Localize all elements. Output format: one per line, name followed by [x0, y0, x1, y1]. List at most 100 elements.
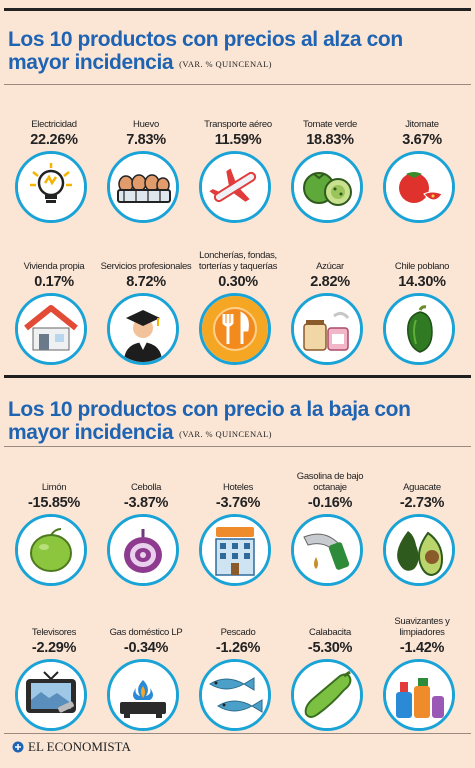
tomato-icon	[386, 154, 452, 220]
sugar-jars-icon	[294, 296, 360, 362]
product-icon-badge	[291, 514, 363, 586]
section-1-subtitle: (VAR. % QUINCENAL)	[179, 59, 272, 69]
product-name: Vivienda propia	[23, 261, 85, 272]
product-icon-badge	[383, 293, 455, 365]
product-variation: 2.82%	[310, 274, 350, 290]
product-variation: 3.67%	[402, 132, 442, 148]
product-icon-badge	[15, 293, 87, 365]
fuel-nozzle-icon	[294, 517, 360, 583]
section-1-title-text: Los 10 productos con precios al alza con…	[8, 28, 403, 74]
product-card: Tomate verde 18.83%	[283, 95, 377, 235]
product-icon-badge	[199, 659, 271, 731]
brand-mark-icon	[12, 741, 24, 753]
product-icon-badge	[107, 151, 179, 223]
zucchini-icon	[294, 662, 360, 728]
section-1-divider	[4, 84, 471, 85]
product-icon-badge	[15, 514, 87, 586]
product-icon-badge	[199, 293, 271, 365]
footer-divider	[4, 733, 471, 734]
gas-stove-icon	[110, 662, 176, 728]
product-name: Calabacita	[309, 627, 351, 638]
product-icon-badge	[15, 151, 87, 223]
product-name: Servicios profesionales	[100, 261, 192, 272]
product-card: Televisores -2.29%	[7, 603, 101, 743]
product-card: Transporte aéreo 11.59%	[191, 95, 285, 235]
airplane-icon	[202, 154, 268, 220]
lime-icon	[18, 517, 84, 583]
product-name: Suavizantes y limpiadores	[394, 616, 450, 638]
product-name: Azúcar	[316, 261, 344, 272]
product-card: Gas doméstico LP -0.34%	[99, 603, 193, 743]
product-card: Gasolina de bajo octanaje -0.16%	[283, 458, 377, 598]
product-name: Gas doméstico LP	[109, 627, 183, 638]
brand-name: EL ECONOMISTA	[28, 739, 131, 754]
product-variation: -3.76%	[215, 495, 261, 511]
product-icon-badge	[199, 151, 271, 223]
product-variation: 0.30%	[218, 274, 258, 290]
product-variation: 11.59%	[214, 132, 262, 148]
product-card: Loncherías, fondas, torterías y taquería…	[191, 237, 285, 377]
product-icon-badge	[107, 293, 179, 365]
product-card: Cebolla -3.87%	[99, 458, 193, 598]
product-variation: 14.30%	[398, 274, 446, 290]
section-2-title-text: Los 10 productos con precio a la baja co…	[8, 398, 411, 444]
product-icon-badge	[107, 514, 179, 586]
product-icon-badge	[15, 659, 87, 731]
product-name: Huevo	[133, 119, 159, 130]
product-card: Chile poblano 14.30%	[375, 237, 469, 377]
product-icon-badge	[383, 659, 455, 731]
product-name: Hoteles	[222, 482, 254, 493]
product-card: Vivienda propia 0.17%	[7, 237, 101, 377]
product-name: Cebolla	[130, 482, 162, 493]
product-icon-badge	[107, 659, 179, 731]
product-name: Pescado	[220, 627, 256, 638]
light-bulb-icon	[18, 154, 84, 220]
section-2-divider	[4, 446, 471, 447]
product-variation: -2.73%	[399, 495, 445, 511]
product-icon-badge	[383, 151, 455, 223]
product-variation: 0.17%	[34, 274, 74, 290]
egg-carton-icon	[110, 154, 176, 220]
product-variation: -0.34%	[123, 640, 169, 656]
product-icon-badge	[291, 659, 363, 731]
green-tomato-icon	[294, 154, 360, 220]
product-icon-badge	[383, 514, 455, 586]
product-variation: -15.85%	[28, 495, 80, 511]
product-card: Limón -15.85%	[7, 458, 101, 598]
product-icon-badge	[291, 293, 363, 365]
product-name: Tomate verde	[303, 119, 357, 130]
product-name: Loncherías, fondas, torterías y taquería…	[198, 250, 278, 272]
product-name: Transporte aéreo	[204, 119, 272, 130]
graduate-icon	[110, 296, 176, 362]
product-card: Huevo 7.83%	[99, 95, 193, 235]
product-card: Jitomate 3.67%	[375, 95, 469, 235]
cleaning-products-icon	[386, 662, 452, 728]
product-name: Aguacate	[403, 482, 441, 493]
house-icon	[18, 296, 84, 362]
product-variation: 22.26%	[30, 132, 78, 148]
product-variation: -0.16%	[307, 495, 353, 511]
product-card: Hoteles -3.76%	[191, 458, 285, 598]
product-name: Chile poblano	[394, 261, 450, 272]
fish-icon	[202, 662, 268, 728]
product-card: Calabacita -5.30%	[283, 603, 377, 743]
product-card: Suavizantes y limpiadores -1.42%	[375, 603, 469, 743]
product-card: Electricidad 22.26%	[7, 95, 101, 235]
product-name: Limón	[41, 482, 67, 493]
product-name: Gasolina de bajo octanaje	[296, 471, 364, 493]
product-variation: -2.29%	[31, 640, 77, 656]
section-divider	[4, 375, 471, 378]
product-variation: 8.72%	[126, 274, 166, 290]
product-card: Azúcar 2.82%	[283, 237, 377, 377]
plate-cutlery-icon	[202, 296, 268, 362]
onion-icon	[110, 517, 176, 583]
product-name: Electricidad	[31, 119, 77, 130]
section-2-subtitle: (VAR. % QUINCENAL)	[179, 429, 272, 439]
product-variation: -5.30%	[307, 640, 353, 656]
product-variation: 7.83%	[126, 132, 166, 148]
product-icon-badge	[291, 151, 363, 223]
television-icon	[18, 662, 84, 728]
chili-pepper-icon	[386, 296, 452, 362]
hotel-icon	[202, 517, 268, 583]
product-card: Aguacate -2.73%	[375, 458, 469, 598]
